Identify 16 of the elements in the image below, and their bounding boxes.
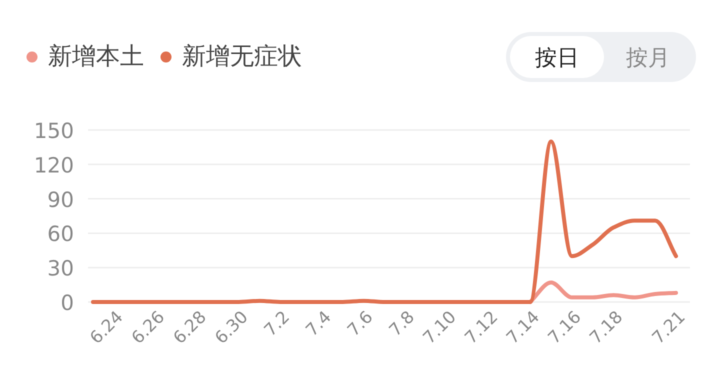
y-tick-label: 30 — [47, 256, 74, 281]
x-tick-label: 7.4 — [302, 307, 336, 341]
text: 按日 — [535, 46, 579, 71]
y-tick-label: 60 — [47, 222, 74, 246]
y-tick-label: 120 — [34, 153, 74, 178]
legend-label: 新增本土 — [48, 42, 144, 70]
y-tick-label: 150 — [34, 119, 74, 143]
line-series — [528, 280, 678, 304]
y-tick-label: 90 — [47, 188, 74, 212]
y-tick-label: 0 — [60, 291, 74, 315]
text: 按月 — [626, 46, 670, 71]
x-tick-label: 7.2 — [260, 307, 294, 341]
line-series — [91, 139, 678, 304]
x-tick-label: 7.6 — [344, 307, 378, 341]
legend-label: 新增无症状 — [182, 42, 302, 70]
x-tick-label: 7.8 — [386, 307, 419, 341]
